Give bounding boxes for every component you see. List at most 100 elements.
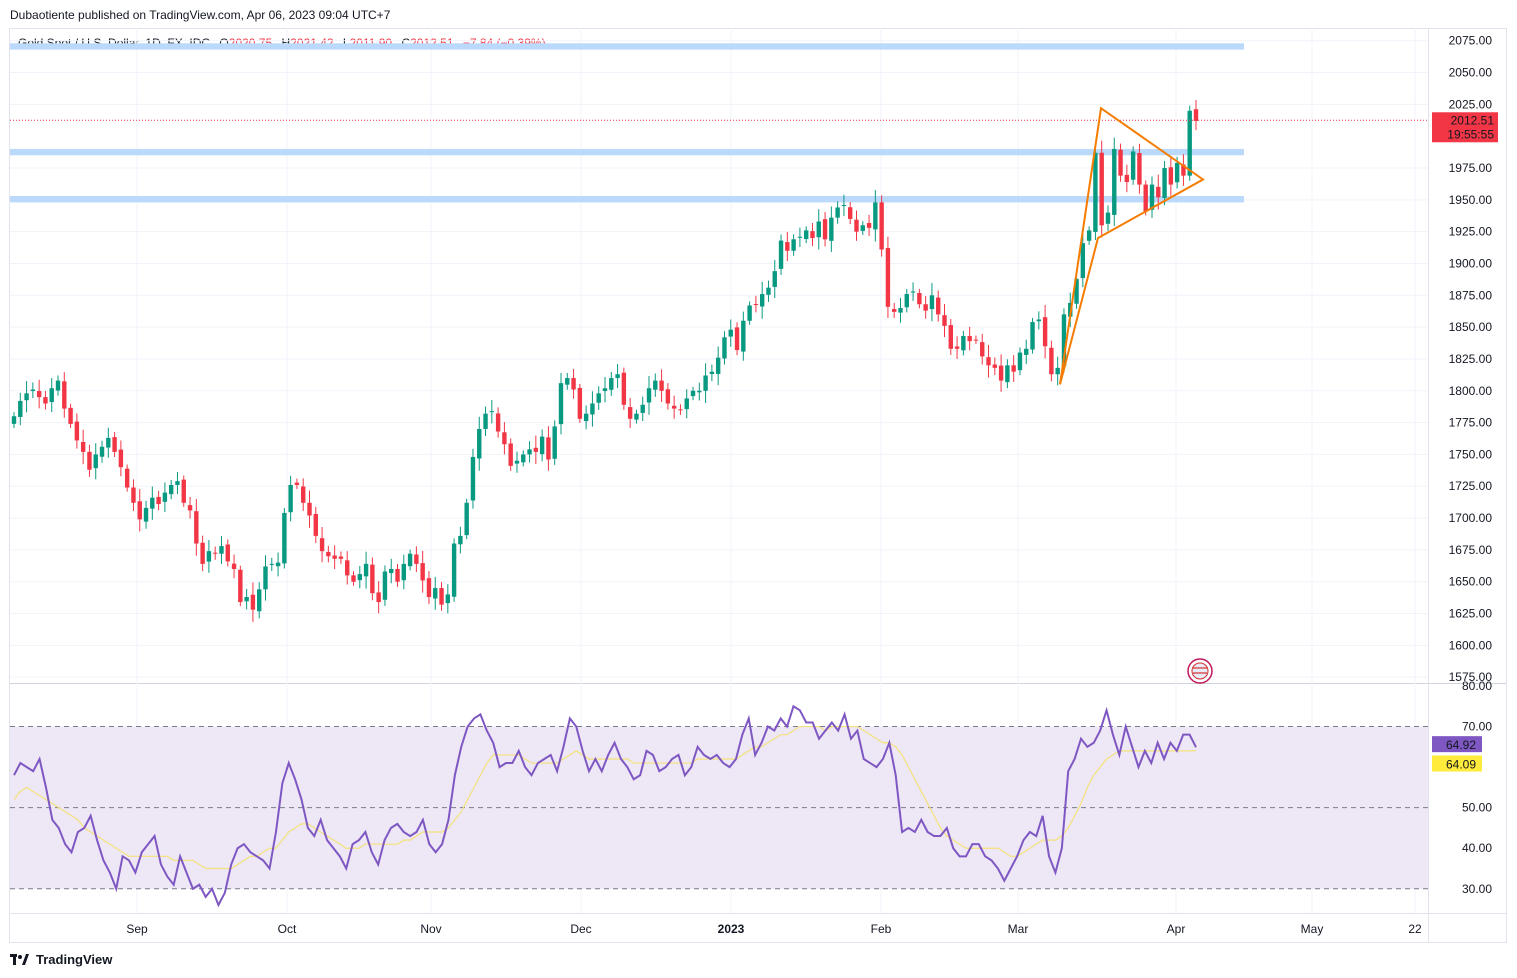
- candle-body: [910, 291, 916, 293]
- candle-body: [376, 592, 381, 603]
- price-tick-label: 2025.00: [1449, 97, 1493, 111]
- candle-body: [433, 588, 438, 599]
- support-resistance-zone: [10, 148, 1244, 156]
- candle-body: [885, 247, 891, 307]
- candle-body: [357, 574, 362, 581]
- candle-body: [822, 219, 828, 240]
- candle-body: [294, 482, 300, 485]
- candle-body: [973, 339, 979, 341]
- candle-body: [275, 562, 281, 567]
- candle-body: [250, 594, 256, 610]
- candle-body: [565, 378, 570, 385]
- price-tick-label: 2075.00: [1449, 34, 1493, 48]
- candle-body: [665, 389, 671, 404]
- candle-body: [590, 403, 595, 415]
- candle-body: [1118, 149, 1123, 176]
- candle-body: [602, 388, 608, 392]
- last-price-badge: [1432, 112, 1498, 143]
- open-label: O: [219, 36, 229, 50]
- candle-body: [219, 546, 224, 554]
- candle-body: [1093, 152, 1098, 232]
- candle-body: [1005, 365, 1010, 383]
- candle-body: [1030, 322, 1035, 350]
- candle-body: [1168, 167, 1174, 185]
- candle-body: [282, 512, 287, 564]
- tradingview-brand[interactable]: TradingView: [10, 952, 112, 967]
- candle-body: [238, 569, 243, 603]
- candle-body: [615, 374, 620, 379]
- candle-body: [904, 294, 909, 308]
- rsi-ma-value-badge: [1432, 755, 1482, 772]
- candle-body: [420, 563, 425, 581]
- candle-body: [571, 378, 576, 390]
- candle-body: [709, 371, 715, 374]
- candle-body: [986, 357, 991, 366]
- candle-body: [458, 535, 463, 545]
- candle-body: [231, 563, 237, 569]
- price-tick-label: 1800.00: [1449, 384, 1493, 398]
- candle-body: [596, 393, 601, 403]
- price-tick-label: 1900.00: [1449, 256, 1493, 270]
- time-tick-label: Oct: [278, 922, 297, 936]
- candle-body: [99, 446, 105, 457]
- candle-body: [257, 589, 262, 612]
- candle-body: [552, 426, 557, 459]
- candle-body: [778, 240, 784, 269]
- price-tick-label: 1675.00: [1449, 543, 1493, 557]
- candle-body: [527, 449, 532, 455]
- candle-body: [854, 219, 859, 232]
- candle-body: [998, 365, 1004, 381]
- candle-body: [30, 389, 36, 392]
- time-tick-label: Nov: [420, 922, 441, 936]
- candle-body: [785, 242, 790, 251]
- price-tick-label: 1775.00: [1449, 416, 1493, 430]
- triangle-pattern: [1059, 106, 1205, 385]
- candle-body: [1036, 319, 1042, 322]
- time-tick-label: Feb: [871, 922, 892, 936]
- candle-body: [929, 295, 935, 310]
- publisher-line: Dubaotiente published on TradingView.com…: [10, 8, 391, 22]
- candle-body: [389, 568, 394, 574]
- price-tick-label: 1575.00: [1449, 670, 1493, 684]
- rsi-tick-label: 80.00: [1462, 679, 1492, 693]
- rsi-tick-label: 70.00: [1462, 720, 1492, 734]
- candle-body: [841, 204, 847, 206]
- candle-body: [715, 357, 721, 374]
- candle-body: [766, 287, 771, 295]
- last-price-label: 2012.51: [1451, 113, 1495, 127]
- candle-body: [741, 320, 746, 352]
- price-tick-label: 2050.00: [1449, 66, 1493, 80]
- candle-body: [1124, 174, 1130, 183]
- price-tick-label: 1975.00: [1449, 161, 1493, 175]
- price-tick-label: 1650.00: [1449, 575, 1493, 589]
- candle-body: [36, 391, 42, 398]
- rsi-value-badge: [1432, 736, 1482, 753]
- candle-body: [797, 236, 803, 238]
- candle-body: [514, 460, 520, 464]
- candle-body: [866, 223, 872, 228]
- time-tick-label: Apr: [1167, 922, 1186, 936]
- candle-body: [634, 413, 639, 420]
- candle-body: [1149, 184, 1155, 210]
- candle-body: [659, 380, 664, 391]
- support-resistance-zone: [10, 196, 1244, 203]
- candle-body: [363, 563, 369, 577]
- candle-body: [187, 505, 193, 511]
- rsi-tick-label: 30.00: [1462, 882, 1492, 896]
- candle-body: [143, 507, 149, 522]
- candle-body: [860, 225, 865, 231]
- candle-body: [621, 372, 627, 405]
- rsi-line: [13, 704, 1197, 908]
- candle-body: [1105, 212, 1111, 224]
- brand-name: TradingView: [36, 952, 113, 967]
- candle-body: [923, 304, 928, 311]
- candle-body: [407, 553, 413, 567]
- candle-body: [345, 560, 350, 576]
- us-flag-icon: [1191, 662, 1209, 680]
- candle-body: [1080, 243, 1086, 278]
- candle-body: [980, 342, 985, 357]
- candle-body: [445, 594, 451, 604]
- candle-body: [646, 388, 652, 403]
- candle-body: [502, 432, 507, 445]
